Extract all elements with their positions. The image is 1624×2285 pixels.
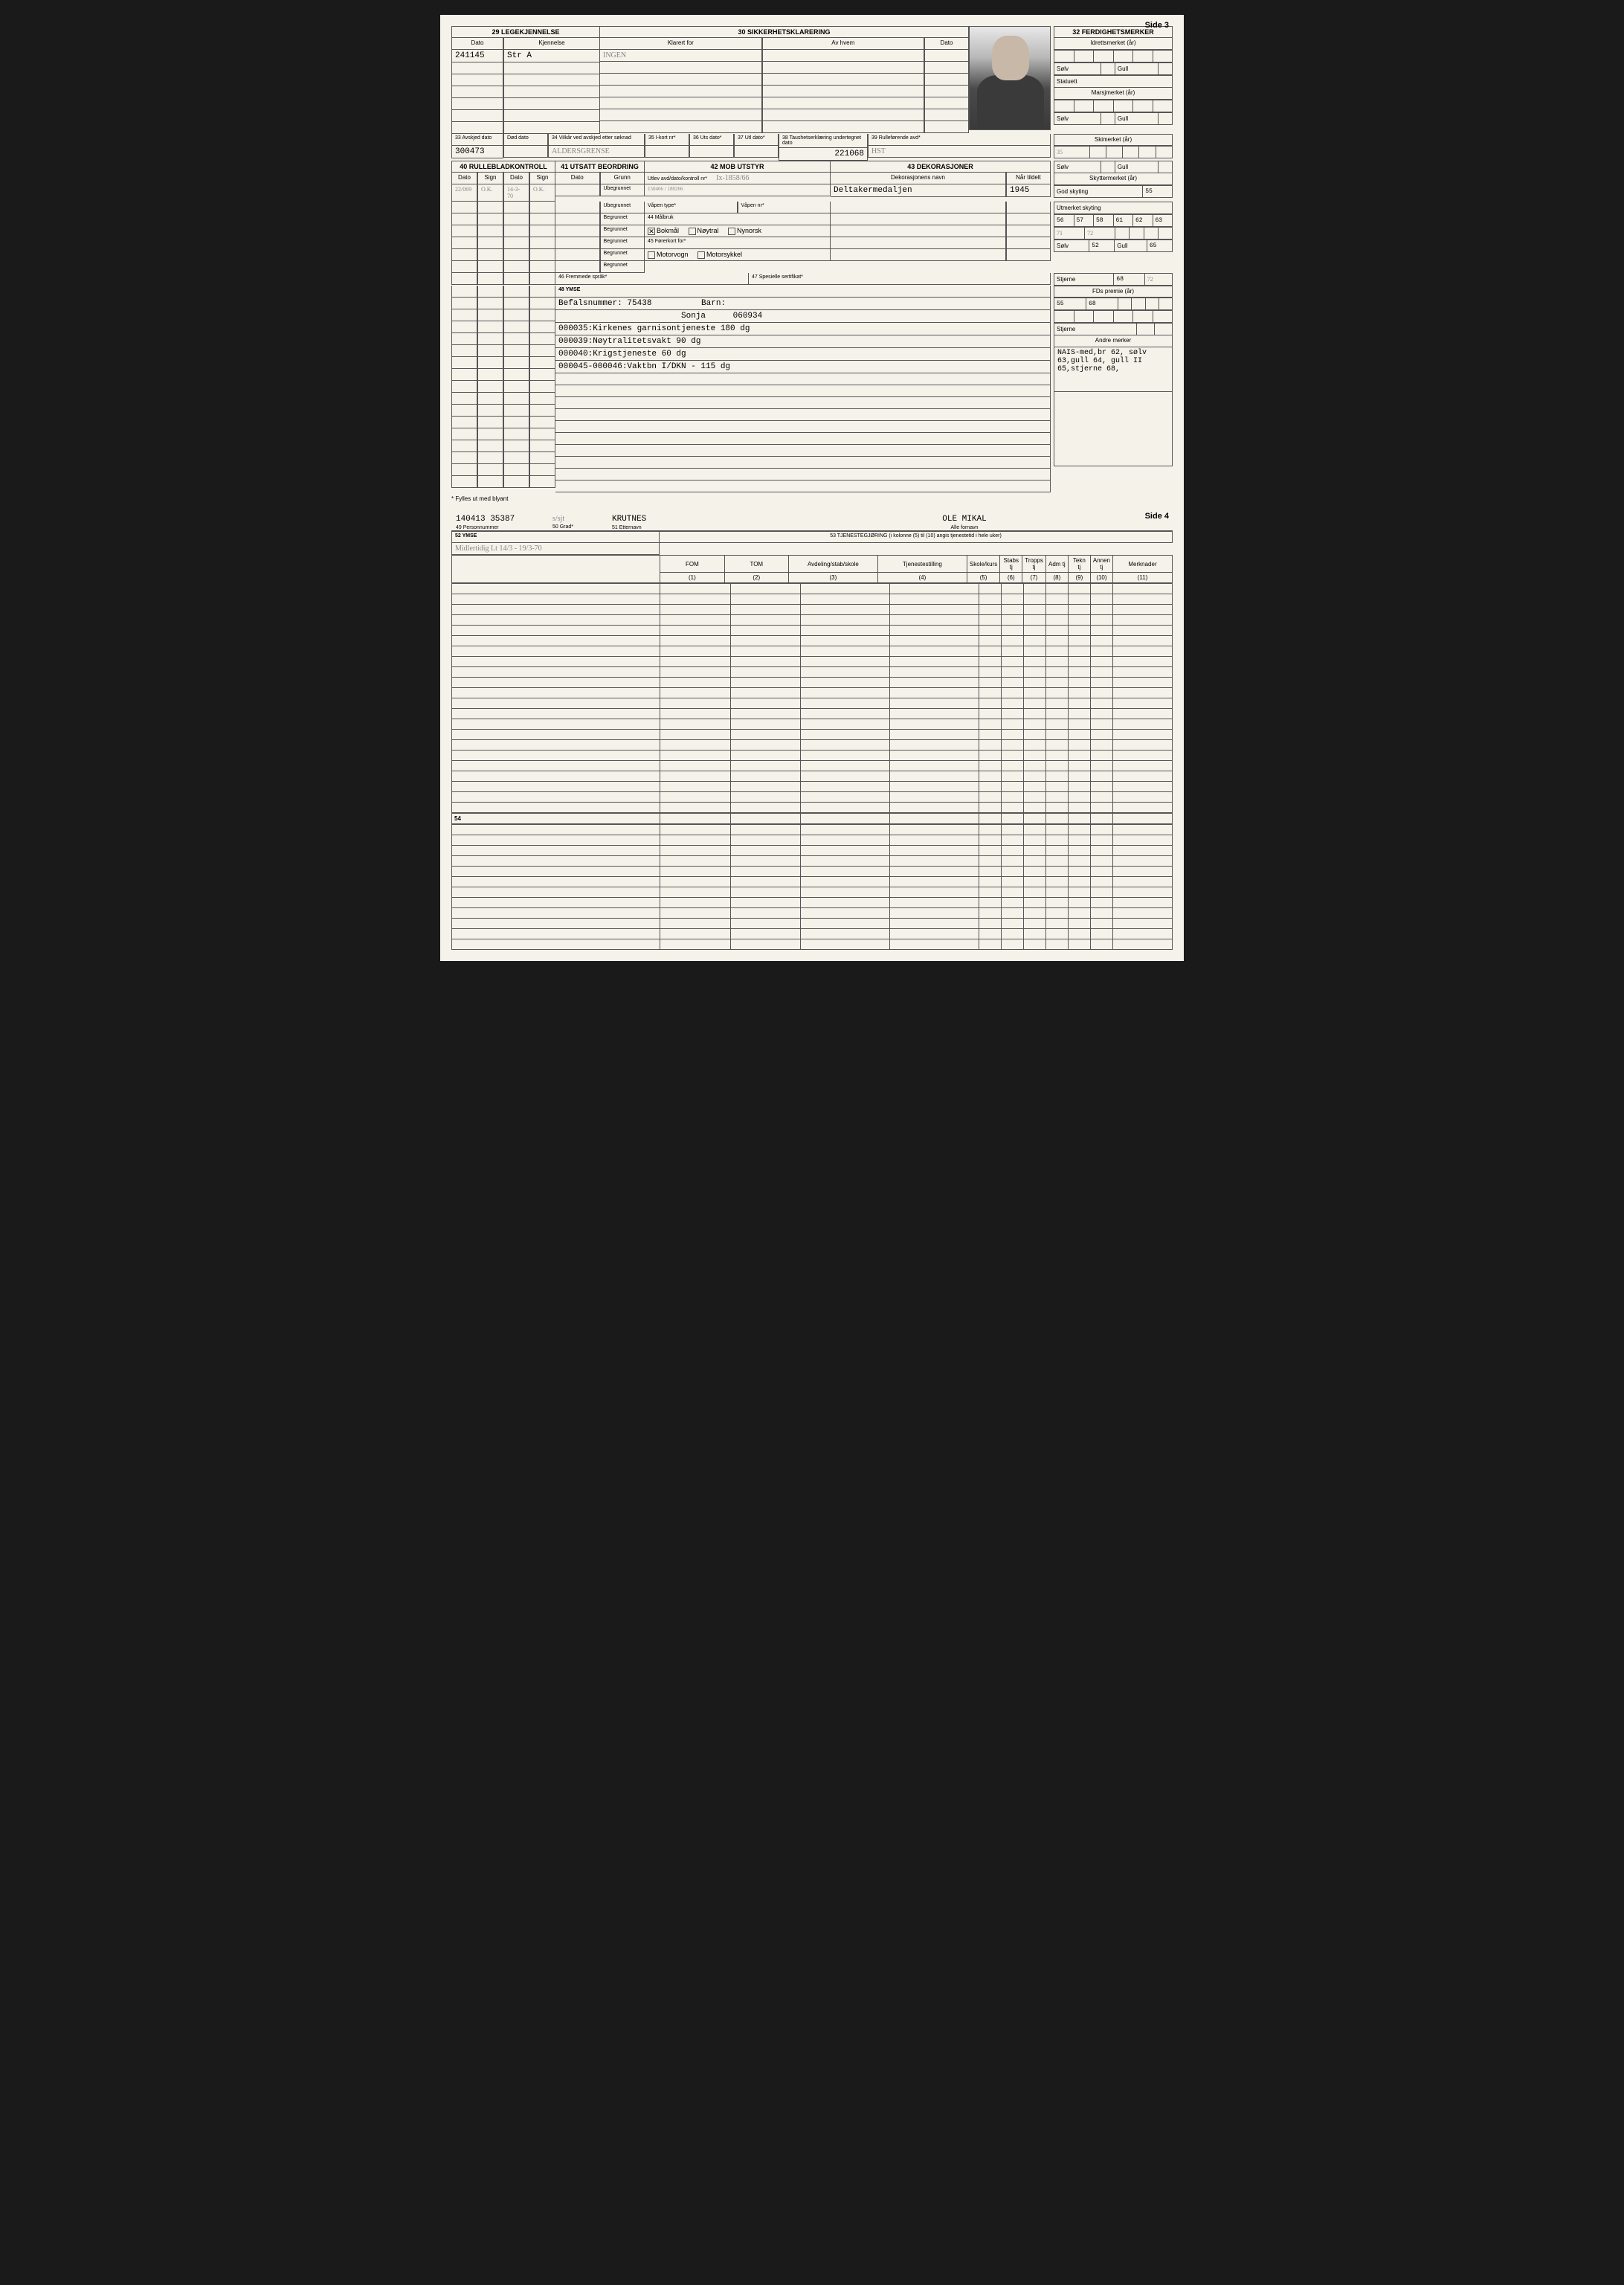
s51b-val: OLE MIKAL <box>756 513 1173 525</box>
s29-kjennelse: Str A <box>503 50 600 62</box>
motorsykkel-checkbox[interactable] <box>697 251 705 259</box>
s29-dato: 241145 <box>451 50 503 62</box>
s43-tildelt: 1945 <box>1006 184 1051 197</box>
s54-empty-rows <box>451 824 1173 950</box>
noytral-checkbox[interactable] <box>689 228 696 235</box>
id-photo <box>969 26 1051 130</box>
nynorsk-checkbox[interactable] <box>728 228 735 235</box>
s43-navn: Deltakermedaljen <box>831 184 1006 197</box>
row-40-43: 40 RULLEBLADKONTROLL Dato Sign Dato Sign… <box>451 161 1173 202</box>
andre-merker-text: NAIS-med,br 62, sølv 63,gull 64, gull II… <box>1054 347 1173 392</box>
section-32: 32 FERDIGHETSMERKER Idrettsmerket (år) S… <box>1054 26 1173 134</box>
section-40: 40 RULLEBLADKONTROLL Dato Sign Dato Sign… <box>451 161 555 202</box>
section-41: 41 UTSATT BEORDRING Dato Grunn Ubegrunne… <box>555 161 645 202</box>
section-48: 48 YMSE Befalsnummer: 75438 Barn: Sonja … <box>451 286 1173 492</box>
row-33-39: 33 Avskjed dato 300473 Død dato 34 Vilkå… <box>451 134 1173 161</box>
section-43: 43 DEKORASJONER Dekorasjonens navn Når t… <box>831 161 1051 202</box>
side-4: Side 4 140413 35387 49 Personnummer s/sj… <box>451 513 1173 950</box>
s33-val: 300473 <box>451 146 503 158</box>
s39-val: HST <box>868 146 1051 158</box>
s50-val: s/sjt <box>548 513 608 524</box>
s49-val: 140413 35387 <box>451 513 548 525</box>
section-29: 29 LEGEKJENNELSE Dato Kjennelse 241145 S… <box>451 26 600 134</box>
motorvogn-checkbox[interactable] <box>648 251 655 259</box>
s51-val: KRUTNES <box>608 513 756 525</box>
form-page: Side 3 29 LEGEKJENNELSE Dato Kjennelse 2… <box>440 15 1184 961</box>
s34-val: ALDERSGRENSE <box>548 146 645 158</box>
section-54: 54 <box>451 813 1173 824</box>
s52-val: Midlertidig Lt 14/3 - 19/3-70 <box>451 543 660 555</box>
s38-val: 221068 <box>779 148 868 161</box>
bokmal-checkbox[interactable] <box>648 228 655 235</box>
side-3-label: Side 3 <box>1145 21 1169 30</box>
section-30: 30 SIKKERHETSKLARERING Klarert for Av hv… <box>600 26 969 134</box>
section-42: 42 MOB UTSTYR Utlev avd/dato/kontroll nr… <box>645 161 831 202</box>
footnote-3: * Fylles ut med blyant <box>451 495 1173 502</box>
s30-klarert: INGEN <box>600 50 762 62</box>
section-53-table: FOM TOM Avdeling/stab/skole Tjenestestil… <box>451 555 1173 583</box>
s53-empty-rows <box>451 583 1173 813</box>
